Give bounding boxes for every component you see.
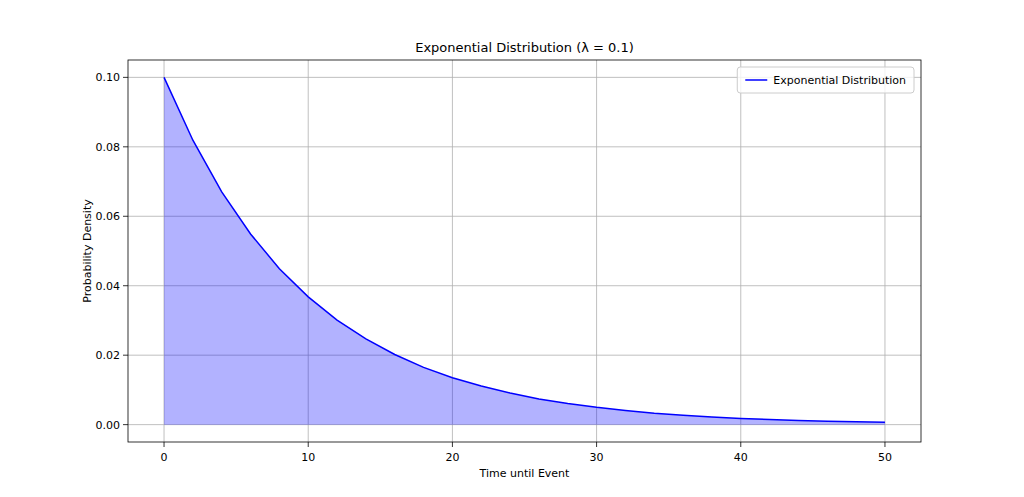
x-grid-line [884, 60, 885, 442]
grid [128, 60, 921, 442]
y-tick-label: 0.10 [96, 71, 121, 84]
plot-background [128, 60, 921, 442]
x-tick-label: 50 [878, 451, 892, 464]
series-line [164, 77, 885, 422]
x-tick-label: 20 [445, 451, 459, 464]
data-group [164, 77, 885, 424]
y-tick [123, 285, 128, 286]
legend-label: Exponential Distribution [773, 74, 906, 87]
y-tick [123, 216, 128, 217]
area-fill [164, 77, 885, 424]
y-grid-line [128, 216, 921, 217]
x-tick [740, 442, 741, 447]
y-tick-label: 0.04 [96, 280, 121, 293]
chart-title: Exponential Distribution (λ = 0.1) [415, 40, 634, 55]
plot-frame [128, 60, 921, 442]
y-tick-label: 0.00 [96, 419, 121, 432]
y-tick [123, 424, 128, 425]
chart-svg: 0 10 20 30 40 50 0.00 0.02 0.04 0.06 0.08 0.10 Expon… [0, 0, 1024, 497]
ticks: 0 10 20 30 40 50 0.00 0.02 0.04 0.06 0.08 0.10 [96, 71, 892, 464]
y-tick-label: 0.02 [96, 349, 121, 362]
y-tick [123, 146, 128, 147]
legend: Exponential Distribution [737, 67, 914, 93]
x-axis-label: Time until Event [479, 467, 570, 480]
y-grid-line [128, 146, 921, 147]
x-tick [884, 442, 885, 447]
x-tick [308, 442, 309, 447]
x-tick-label: 30 [590, 451, 604, 464]
x-tick [452, 442, 453, 447]
x-tick [596, 442, 597, 447]
y-tick-label: 0.06 [96, 210, 121, 223]
x-tick-label: 0 [161, 451, 168, 464]
x-tick-label: 10 [301, 451, 315, 464]
legend-swatch [745, 79, 767, 81]
y-tick-label: 0.08 [96, 141, 121, 154]
x-tick [164, 442, 165, 447]
legend-box [737, 67, 914, 93]
chart-container: 0 10 20 30 40 50 0.00 0.02 0.04 0.06 0.08 0.10 Expon… [0, 0, 1024, 497]
x-grid-line [740, 60, 741, 442]
y-tick [123, 77, 128, 78]
x-tick-label: 40 [734, 451, 748, 464]
y-axis-label: Probability Density [81, 199, 94, 303]
y-tick [123, 355, 128, 356]
x-grid-line [596, 60, 597, 442]
